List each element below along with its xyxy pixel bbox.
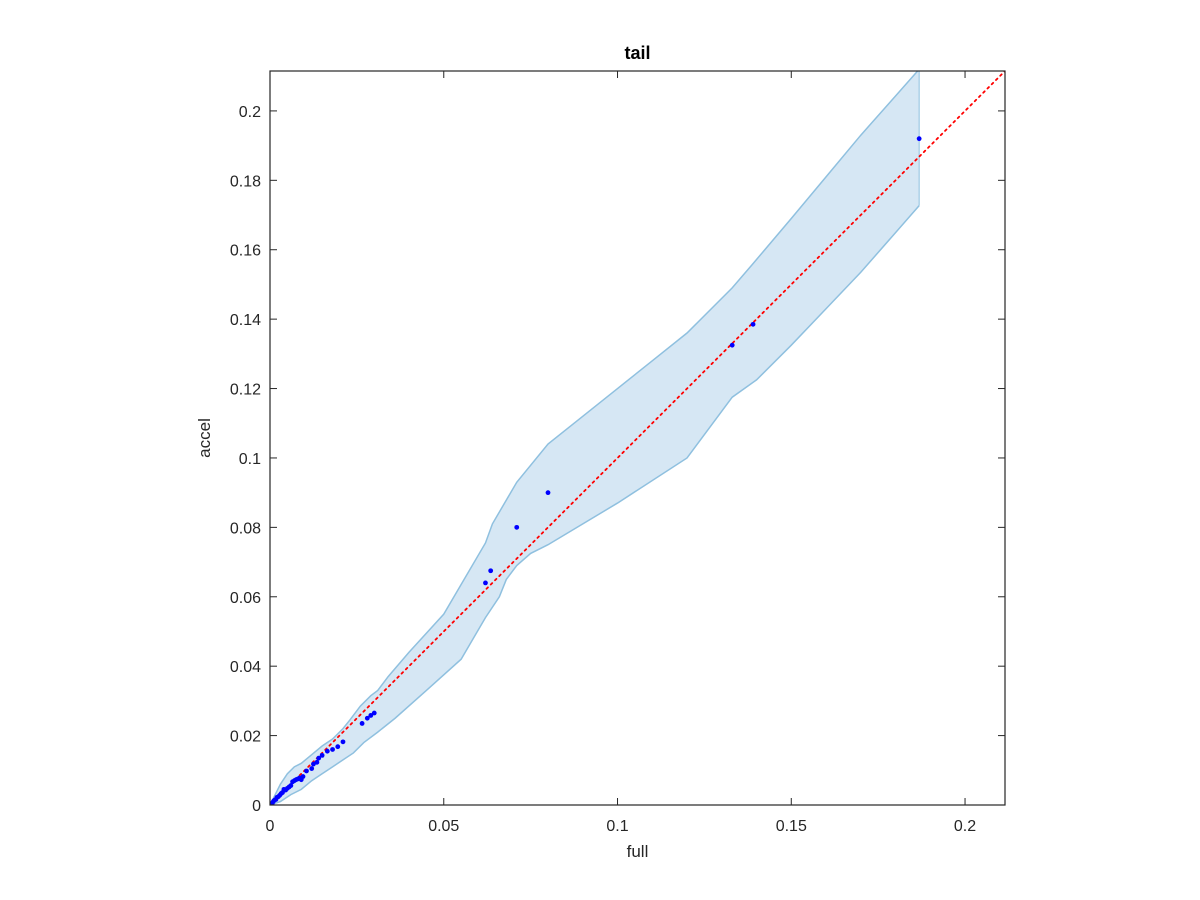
y-tick-label: 0.16	[230, 243, 261, 260]
data-point	[340, 739, 346, 745]
data-point	[288, 783, 294, 788]
axes-layer: 0 0.05 0.1 0.15 0.2 0 0.02 0.04 0.06 0.08 0.1 0.12 0…	[230, 70, 1006, 835]
data-point	[483, 580, 488, 586]
data-point	[300, 774, 306, 779]
data-point	[371, 710, 377, 716]
data-point	[314, 759, 320, 765]
x-tick-label: 0	[266, 818, 275, 835]
y-tick-label: 0.08	[230, 520, 261, 537]
data-point	[316, 755, 322, 761]
reference-line	[270, 71, 1005, 805]
y-tick-label: 0.14	[230, 312, 261, 329]
data-point	[729, 342, 735, 348]
chart-title: tail	[624, 43, 650, 63]
data-point	[514, 524, 520, 530]
y-tick-label: 0.02	[230, 729, 261, 746]
clipped-plot-area	[270, 71, 1005, 805]
y-tick-label: 0	[252, 798, 261, 815]
y-tick-label: 0.04	[230, 659, 261, 676]
confidence-band	[270, 71, 920, 805]
x-axis-label: full	[627, 842, 649, 861]
y-tick-label: 0.12	[230, 382, 261, 399]
x-tick-label: 0.2	[954, 818, 976, 835]
y-tick-label: 0.06	[230, 590, 261, 607]
data-points	[270, 136, 922, 805]
data-point	[324, 748, 330, 754]
data-point	[359, 721, 365, 726]
data-point	[364, 715, 370, 721]
data-point	[304, 768, 309, 774]
data-point	[545, 490, 551, 496]
data-point	[330, 747, 335, 752]
axes-box	[269, 70, 1006, 806]
plot-content	[270, 71, 1005, 805]
x-tick-label: 0.05	[428, 818, 459, 835]
band-upper-edge	[270, 71, 919, 805]
y-axis-label: accel	[195, 418, 214, 458]
data-point	[335, 744, 341, 750]
x-tick-label: 0.1	[606, 818, 628, 835]
data-point	[916, 136, 922, 142]
data-point	[319, 752, 325, 758]
data-point	[309, 766, 315, 771]
data-point	[488, 568, 494, 574]
data-point	[368, 713, 374, 718]
y-tick-label: 0.2	[239, 104, 261, 121]
band-lower-edge	[270, 205, 920, 805]
y-tick-label: 0.1	[239, 451, 261, 468]
y-tick-label: 0.18	[230, 173, 261, 190]
x-tick-label: 0.15	[776, 818, 807, 835]
data-point	[750, 321, 756, 327]
